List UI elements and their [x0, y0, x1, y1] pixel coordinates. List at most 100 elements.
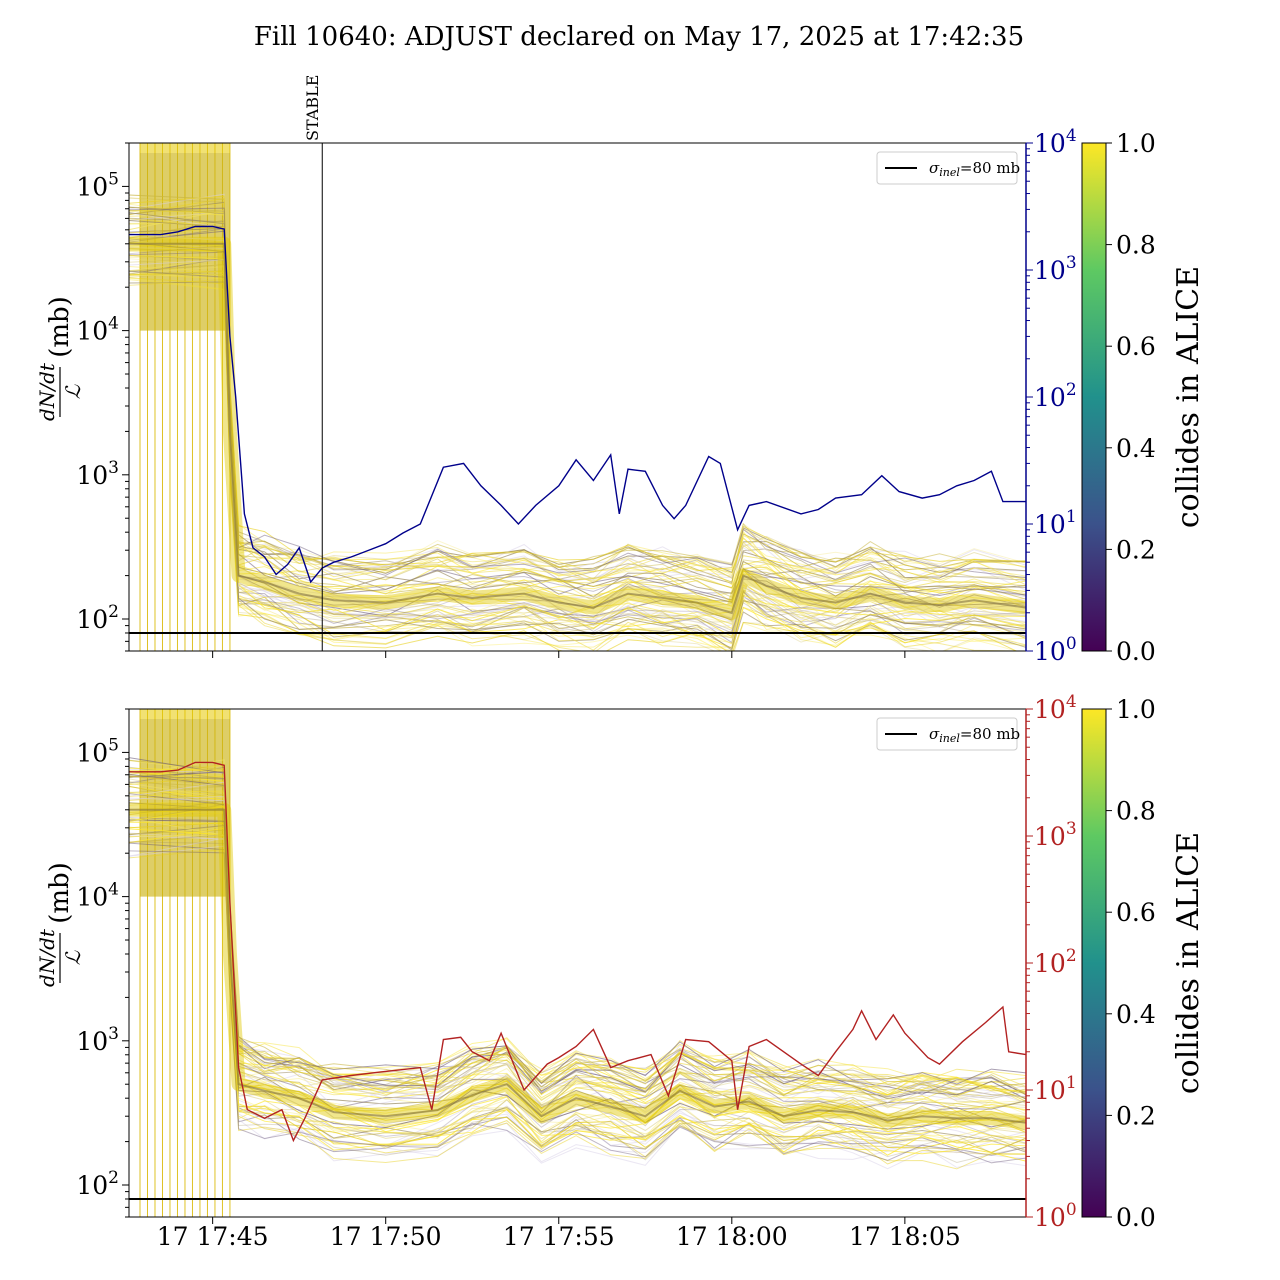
bunch-line — [129, 770, 1026, 1100]
bunch-line — [129, 266, 1026, 633]
colorbar-tick-label: 1.0 — [1116, 129, 1156, 158]
y-tick-label: 103 — [76, 1024, 119, 1056]
bunch-line — [129, 827, 1026, 1155]
bunch-line — [129, 771, 1026, 1100]
bunch-line — [129, 195, 1026, 572]
y2-tick-label: 101 — [1034, 1073, 1077, 1105]
bunch-line — [129, 757, 1026, 1085]
bunch-line — [129, 764, 1026, 1094]
bunch-line — [129, 266, 1026, 638]
bunch-line — [129, 772, 1026, 1087]
figure-title: Fill 10640: ADJUST declared on May 17, 2… — [254, 22, 1024, 52]
colorbar-tick-label: 0.0 — [1116, 637, 1156, 666]
colorbar-tick-label: 0.4 — [1116, 434, 1156, 463]
colorbar-tick-label: 0.2 — [1116, 1101, 1156, 1130]
bunch-line — [129, 279, 1026, 648]
bunch-line — [129, 241, 1026, 609]
bunch-line — [129, 211, 1026, 582]
bunch-early-band — [140, 143, 230, 331]
bunch-line — [129, 203, 1026, 580]
bunch-line — [129, 212, 1026, 591]
y-axis-label: dN/dt ℒ (mb) — [35, 296, 85, 421]
bunch-line — [129, 277, 1020, 651]
bunch-line — [129, 832, 1026, 1154]
y-tick-label: 102 — [76, 602, 119, 634]
x-tick-label: 17 17:50 — [330, 1222, 442, 1251]
colorbar-tick-label: 0.2 — [1116, 535, 1156, 564]
bunch-line — [129, 197, 1026, 584]
bunch-line — [129, 242, 1026, 623]
y2-tick-label: 104 — [1034, 692, 1077, 724]
bunch-line — [129, 258, 1026, 628]
bunch-line — [129, 236, 1026, 622]
y-tick-label: 102 — [76, 1168, 119, 1200]
y-tick-label: 103 — [76, 458, 119, 490]
bunch-line — [129, 270, 1026, 649]
colorbar-tick-label: 0.6 — [1116, 332, 1156, 361]
bunch-line — [129, 805, 1026, 1131]
x-tick-label: 17 17:55 — [503, 1222, 615, 1251]
bunch-line — [129, 834, 1026, 1149]
bunch-line — [129, 213, 1026, 586]
y-tick-label: 104 — [76, 880, 119, 912]
colorbar — [1081, 142, 1107, 652]
panel-top: STABLE 102 103 104 105 100 101 102 103 104 dN/dt ℒ (… — [35, 75, 1206, 666]
bunch-line — [129, 222, 1026, 583]
x-tick-label: 17 17:45 — [157, 1222, 269, 1251]
bunch-line — [129, 845, 1026, 1169]
y-label-numerator: dN/dt — [35, 928, 59, 987]
y-label-unit: (mb) — [45, 296, 75, 358]
colorbar-tick-label: 0.4 — [1116, 1000, 1156, 1029]
bunch-line — [129, 766, 1026, 1091]
colorbar-label: collides in ALICE — [1171, 266, 1206, 528]
y-label-denominator: ℒ — [61, 384, 85, 399]
bunch-line — [129, 796, 1026, 1107]
colorbar-label: collides in ALICE — [1171, 832, 1206, 1094]
bunch-line — [129, 203, 1026, 581]
bunch-median-line — [129, 808, 1026, 1124]
bunch-line — [129, 828, 1026, 1162]
bunch-line — [129, 781, 1026, 1096]
bunch-line — [129, 811, 1026, 1122]
y2-tick-label: 104 — [1034, 126, 1077, 158]
secondary-series-line-blue — [129, 225, 1026, 584]
bunch-line — [129, 206, 1026, 579]
bunch-line — [129, 259, 1026, 632]
y-tick-label: 104 — [76, 314, 119, 346]
y-axis-label: dN/dt ℒ (mb) — [35, 862, 85, 987]
bunch-line — [129, 273, 1026, 651]
colorbar-tick-label: 0.0 — [1116, 1203, 1156, 1232]
legend-label: σinel=80 mb — [929, 725, 1020, 745]
bunch-line — [129, 770, 1026, 1098]
bunch-median-line — [129, 242, 1026, 615]
bunch-line — [129, 278, 1026, 651]
bunch-line — [129, 767, 1026, 1096]
bunch-line — [129, 270, 1026, 650]
bunch-line — [129, 193, 1026, 573]
y2-tick-label: 102 — [1034, 380, 1077, 412]
bunch-line — [129, 821, 1026, 1144]
y2-tick-label: 100 — [1034, 634, 1077, 666]
bunch-line — [129, 802, 1026, 1123]
colorbar-tick-label: 1.0 — [1116, 695, 1156, 724]
bunch-line — [129, 242, 1026, 623]
bunch-line — [129, 196, 1026, 576]
bunch-line — [129, 775, 1026, 1099]
bunch-line — [129, 837, 1026, 1170]
bunch-line — [129, 850, 1026, 1164]
bunch-line — [129, 817, 1026, 1144]
bunch-line — [129, 271, 1026, 636]
colorbar-tick-label: 0.8 — [1116, 231, 1156, 260]
legend-box — [876, 151, 1018, 185]
bunch-line — [129, 212, 1026, 598]
x-tick-label: 17 18:05 — [849, 1222, 961, 1251]
bunch-line — [129, 218, 1026, 590]
bunch-line — [129, 776, 1026, 1098]
bunch-line — [129, 273, 1026, 651]
bunch-line — [129, 207, 1026, 579]
panel-bottom: 102 103 104 105 100 101 102 103 104 17 17:45 17 17… — [35, 692, 1206, 1251]
plot-area — [129, 709, 1026, 1217]
bunch-line — [129, 768, 1026, 1092]
bunch-line — [129, 797, 1026, 1108]
